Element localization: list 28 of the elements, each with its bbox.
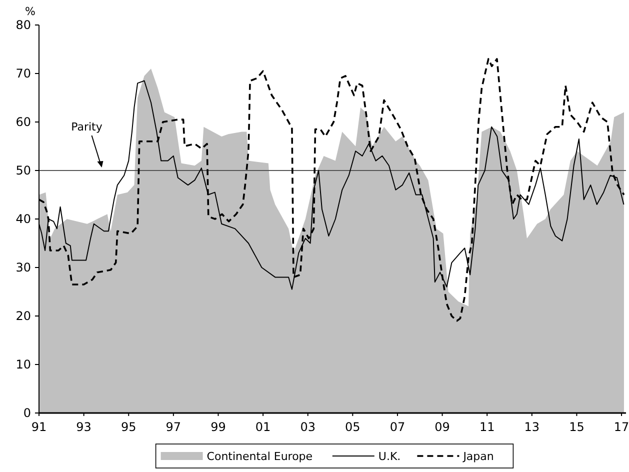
y-axis-title: % — [25, 5, 36, 18]
x-tick-label: 07 — [390, 420, 406, 434]
y-tick-label: 50 — [16, 164, 31, 178]
y-tick-label: 20 — [16, 309, 31, 324]
x-tick-label: 05 — [345, 420, 360, 434]
legend-label: Japan — [462, 450, 494, 463]
x-tick-label: 11 — [479, 420, 495, 434]
y-tick-label: 10 — [16, 358, 31, 372]
x-tick-label: 99 — [210, 420, 226, 434]
y-tick-label: 30 — [16, 260, 31, 275]
x-tick-label: 17 — [614, 420, 629, 434]
y-tick-label: 80 — [16, 18, 31, 32]
annotation: Parity — [71, 120, 103, 134]
legend-label: U.K. — [378, 450, 401, 463]
y-tick-label: 70 — [16, 66, 31, 81]
x-tick-label: 91 — [31, 420, 47, 434]
x-tick-label: 01 — [255, 420, 271, 434]
y-tick-label: 0 — [23, 406, 31, 420]
x-tick-label: 15 — [569, 420, 584, 434]
x-tick-label: 03 — [300, 420, 316, 434]
x-tick-label: 09 — [434, 420, 450, 434]
x-tick-label: 95 — [120, 420, 136, 434]
x-tick-label: 97 — [166, 420, 182, 434]
y-tick-label: 40 — [16, 212, 31, 226]
x-tick-label: 13 — [524, 420, 540, 434]
legend-label: Continental Europe — [206, 450, 313, 463]
x-tick-label: 93 — [76, 420, 92, 434]
y-tick-label: 60 — [16, 115, 31, 130]
